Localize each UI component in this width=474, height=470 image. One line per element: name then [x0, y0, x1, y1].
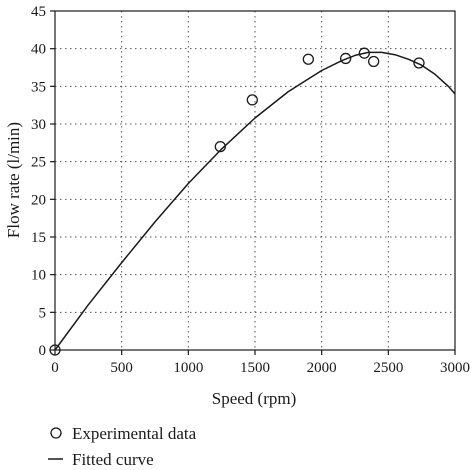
- experimental-data-point: [49, 344, 61, 356]
- y-tick-label: 5: [39, 305, 47, 321]
- legend-label-experimental: Experimental data: [72, 424, 197, 443]
- fitted-curve-line: [54, 51, 456, 351]
- legend-item-fitted: Fitted curve: [48, 450, 154, 469]
- y-tick-label: 15: [31, 230, 46, 246]
- y-axis-title: Flow rate (l/min): [4, 122, 23, 238]
- experimental-data-point: [368, 55, 380, 68]
- x-tick-label: 0: [51, 360, 59, 376]
- y-tick-label: 35: [31, 79, 46, 95]
- legend-marker-open-circle: [50, 427, 62, 439]
- y-tick-label: 25: [31, 155, 46, 171]
- series-layer: [49, 47, 456, 356]
- x-axis-title: Speed (rpm): [212, 389, 297, 408]
- y-tick-label: 0: [39, 343, 47, 359]
- y-tick-label: 10: [31, 268, 46, 284]
- y-tick-label: 20: [31, 192, 46, 208]
- y-tick-label: 40: [31, 42, 46, 58]
- x-tick-label: 2500: [373, 360, 403, 376]
- x-tick-label: 500: [110, 360, 133, 376]
- experimental-data-point: [302, 53, 314, 65]
- x-tick-label: 1000: [173, 360, 203, 376]
- x-tick-label: 2000: [307, 360, 337, 376]
- experimental-data-point: [413, 57, 425, 69]
- x-tick-label: 1500: [240, 360, 270, 376]
- x-tick-label: 3000: [440, 360, 470, 376]
- legend-item-experimental: Experimental data: [50, 424, 197, 443]
- experimental-data-point: [246, 94, 258, 106]
- experimental-data-point: [340, 52, 352, 65]
- legend: Experimental data Fitted curve: [48, 424, 197, 469]
- y-tick-label: 30: [31, 117, 46, 133]
- y-tick-label: 45: [31, 4, 46, 20]
- axis-ticks: 0 500 1000 1500 2000 2500 3000 0 5 10 15 20 25 30 35 40…: [31, 4, 470, 376]
- experimental-data-point: [214, 140, 226, 153]
- grid-lines: [55, 11, 455, 350]
- legend-label-fitted: Fitted curve: [72, 450, 154, 469]
- experimental-data-point: [358, 47, 370, 59]
